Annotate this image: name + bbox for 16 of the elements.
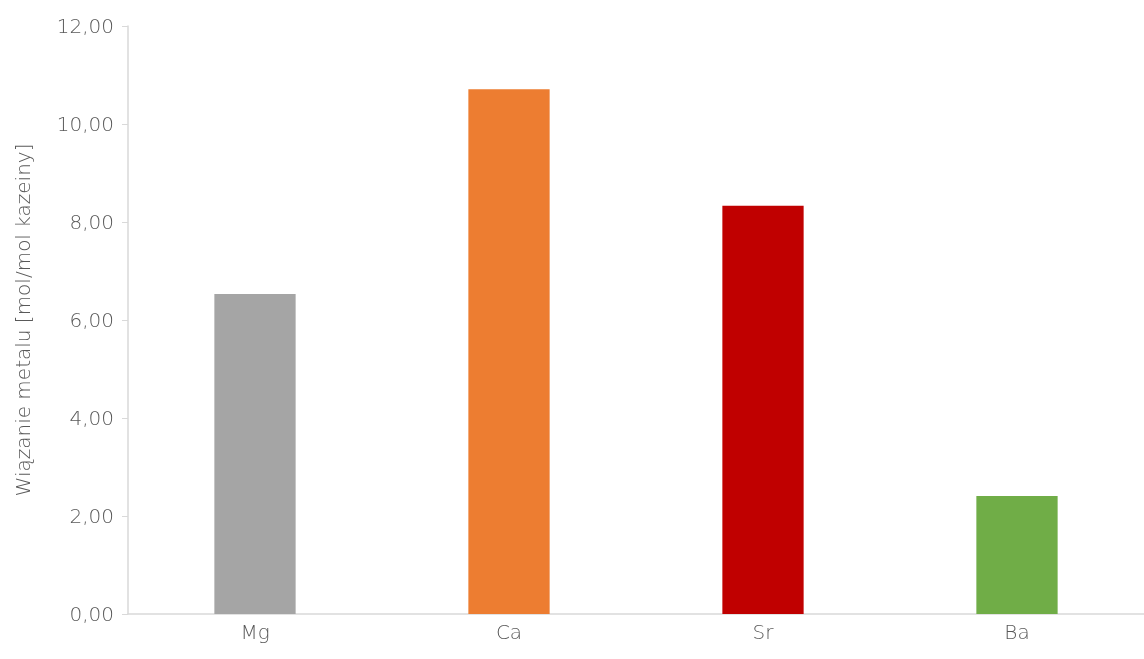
y-tick-label: 0,00 — [69, 602, 114, 626]
y-tick-label: 12,00 — [56, 14, 114, 38]
x-tick-label: Ba — [1004, 620, 1030, 644]
x-tick-label: Ca — [495, 620, 523, 644]
x-tick-label: Mg — [240, 620, 270, 644]
bar — [214, 294, 296, 614]
y-tick-label: 8,00 — [69, 210, 114, 234]
y-tick-label: 4,00 — [69, 406, 114, 430]
y-axis-title: Wiązanie metalu [mol/mol kazeiny] — [11, 143, 35, 497]
y-tick-label: 6,00 — [69, 308, 114, 332]
y-tick-label: 10,00 — [56, 112, 114, 136]
x-tick-label: Sr — [752, 620, 775, 644]
y-tick-label: 2,00 — [69, 504, 114, 528]
bar — [976, 495, 1058, 614]
bar — [468, 89, 550, 614]
bar — [722, 205, 804, 614]
